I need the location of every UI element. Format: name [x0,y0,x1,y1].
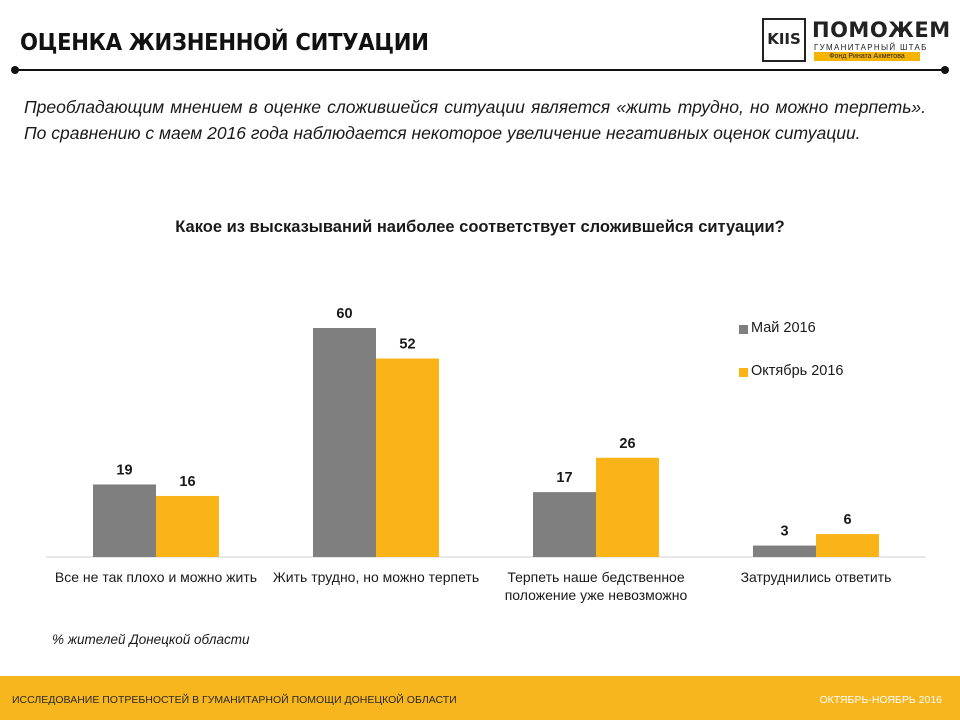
bar-october-1 [156,495,219,557]
bar-may-1 [93,484,156,557]
footer-study-title: ИССЛЕДОВАНИЕ ПОТРЕБНОСТЕЙ В ГУМАНИТАРНОЙ… [12,694,457,706]
page-title: ОЦЕНКА ЖИЗНЕННОЙ СИТУАЦИИ [20,30,429,56]
legend-label-may: Май 2016 [751,320,816,336]
bar-october-3 [596,457,659,557]
category-label-3: Терпеть наше бедственное положение уже не… [504,569,688,603]
foundation-label: Фонд Рината Ахметова [814,52,920,61]
bar-october-2 [376,358,439,557]
footer-bar: ИССЛЕДОВАНИЕ ПОТРЕБНОСТЕЙ В ГУМАНИТАРНОЙ… [0,676,960,720]
divider-left-dot [11,66,19,74]
bar-may-3 [533,492,596,557]
footnote: % жителей Донецкой области [52,632,250,647]
title-divider [15,69,945,71]
category-label-2: Жить трудно, но можно терпеть [272,569,480,585]
pomozhem-subtitle: ГУМАНИТАРНЫЙ ШТАБ [814,43,928,52]
description-text: Преобладающим мнением в оценке сложившей… [24,97,926,143]
data-label-october-3: 26 [619,436,635,452]
bar-may-4 [753,545,816,557]
data-label-october-4: 6 [843,512,851,528]
chart-title: Какое из высказываний наиболее соответст… [175,218,785,236]
legend-swatch-october [739,368,748,377]
footer-date: ОКТЯБРЬ-НОЯБРЬ 2016 [819,694,943,706]
data-label-october-1: 16 [179,474,195,490]
legend-swatch-may [739,325,748,334]
legend-label-october: Октябрь 2016 [751,363,844,379]
pomozhem-logo-text: ПОМОЖЕМ [812,18,951,42]
category-label-4: Затруднились ответить [740,569,892,585]
data-label-may-3: 17 [556,470,572,486]
logo: KIIS ПОМОЖЕМ ГУМАНИТАРНЫЙ ШТАБ Фонд Рина… [762,18,950,62]
data-label-may-2: 60 [336,306,352,322]
bar-may-2 [313,328,376,557]
bar-october-4 [816,534,879,557]
divider-right-dot [941,66,949,74]
data-label-may-4: 3 [780,524,788,540]
kiis-logo: KIIS [762,18,806,62]
category-label-1: Все не так плохо и можно жить [54,569,258,585]
data-label-october-2: 52 [399,337,415,353]
data-label-may-1: 19 [116,462,132,478]
